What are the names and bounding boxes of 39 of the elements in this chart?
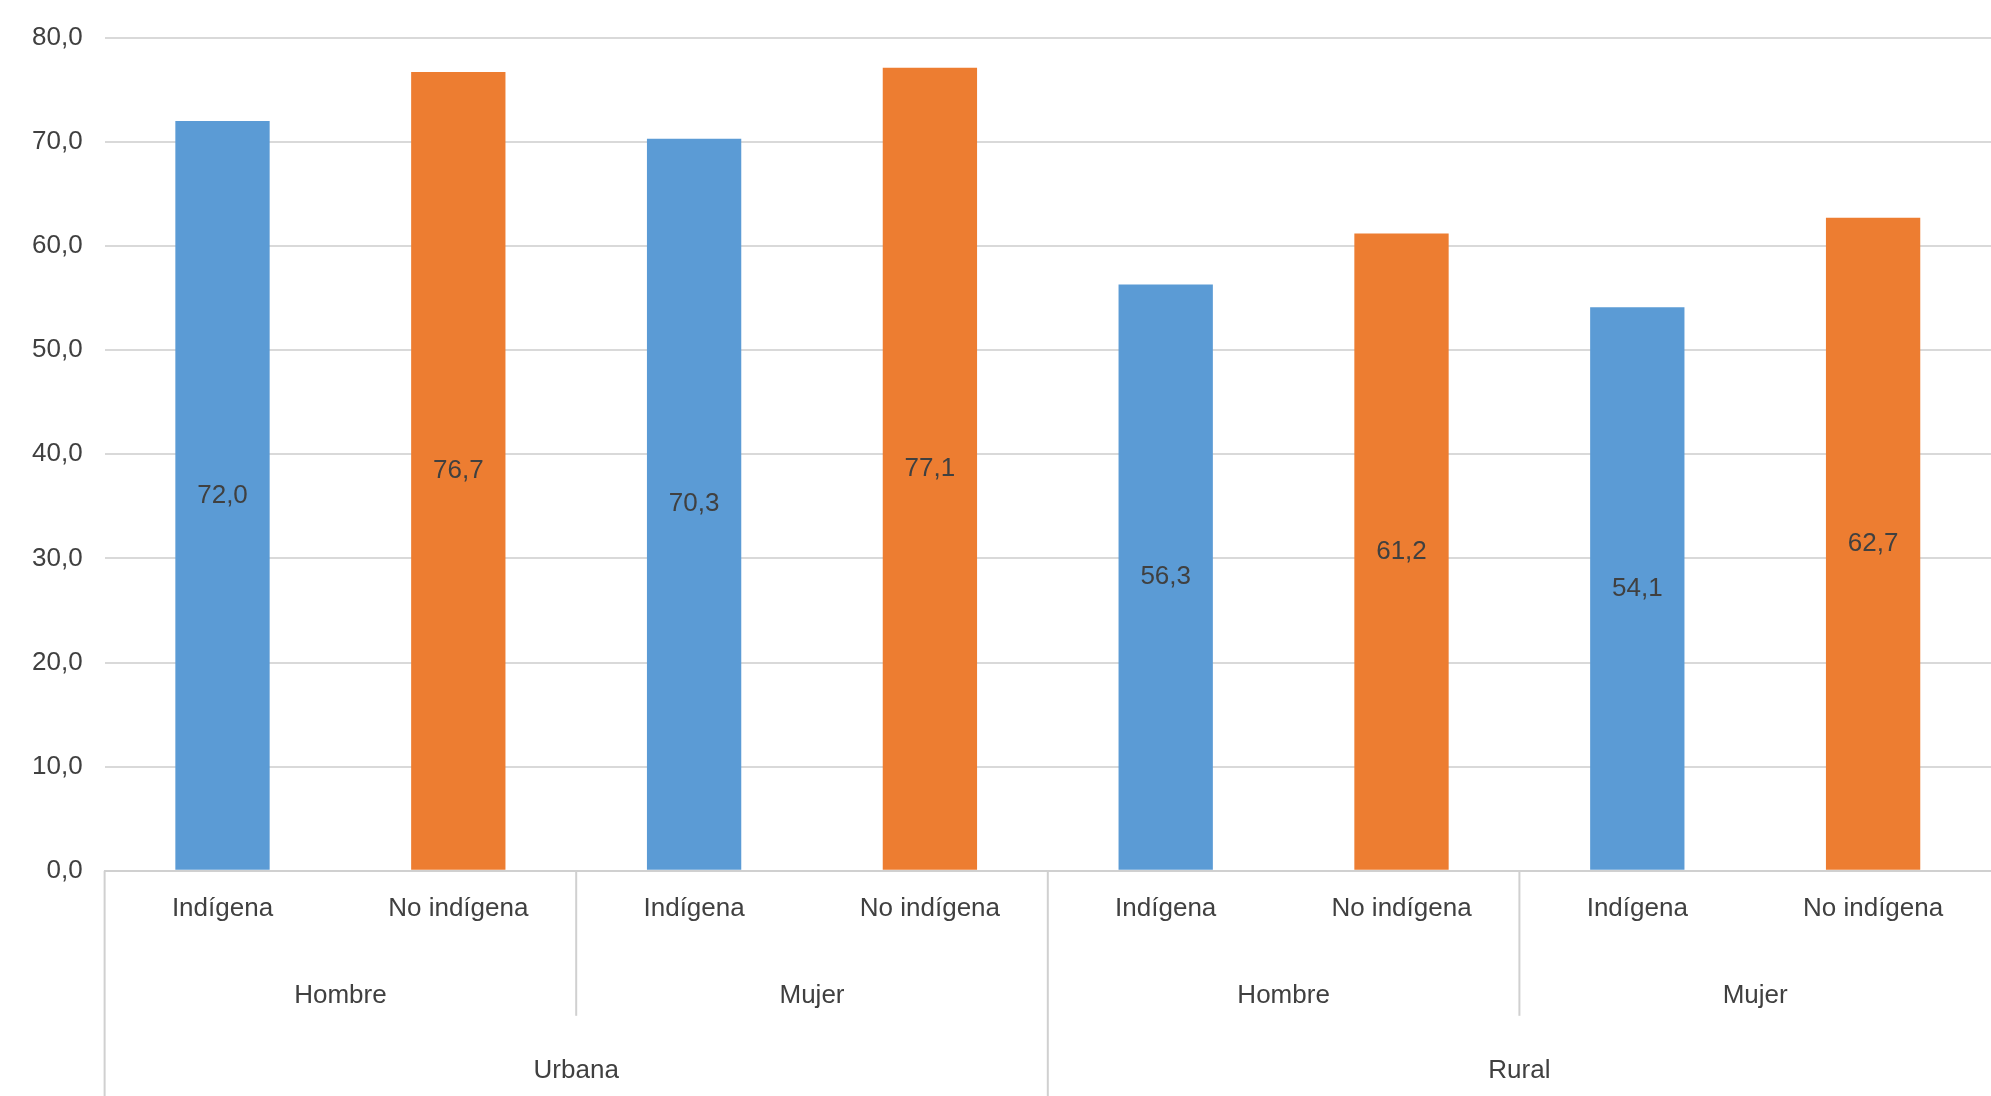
y-tick-label: 60,0	[31, 229, 83, 260]
bar	[1825, 217, 1921, 870]
y-tick-label: 30,0	[31, 541, 83, 572]
x-tick-label: No indígena	[1802, 891, 1944, 922]
text: Mujer	[1722, 978, 1789, 1009]
data-label: 76,7	[433, 454, 484, 485]
data-label: 56,3	[1140, 560, 1192, 591]
x-tick-label: No indígena	[1331, 891, 1473, 922]
y-tick-label: 50,0	[31, 333, 83, 364]
bar	[1118, 284, 1213, 870]
text: Rural	[1488, 1053, 1551, 1084]
y-tick-label: 40,0	[31, 437, 83, 468]
text: Mujer	[779, 978, 845, 1009]
data-label: 62,7	[1847, 526, 1899, 557]
bar	[175, 120, 270, 870]
data-label: 72,0	[197, 478, 248, 509]
y-tick-label: 70,0	[31, 124, 83, 155]
x-tick-label: Indígena	[171, 891, 274, 922]
data-label: 70,3	[668, 487, 720, 518]
text: Hombre	[1237, 978, 1330, 1009]
y-tick-label: 80,0	[31, 20, 83, 51]
y-tick-label: 0,0	[46, 853, 83, 884]
text: Hombre	[294, 978, 387, 1009]
data-label: 54,1	[1612, 571, 1663, 602]
x-tick-label: Indígena	[643, 891, 746, 922]
data-label: 61,2	[1376, 534, 1427, 565]
data-label: 77,1	[904, 451, 956, 482]
x-tick-label: No indígena	[388, 891, 529, 922]
bar	[882, 67, 978, 870]
x-tick-label: No indígena	[859, 891, 1001, 922]
text: Urbana	[533, 1053, 620, 1084]
x-tick-label: Indígena	[1586, 891, 1689, 922]
y-tick-label: 10,0	[31, 749, 83, 780]
bar	[411, 71, 506, 870]
y-tick-label: 20,0	[31, 645, 83, 676]
bar	[646, 138, 742, 870]
bar	[1354, 233, 1449, 870]
bar	[1590, 307, 1685, 870]
x-tick-label: Indígena	[1115, 891, 1217, 922]
